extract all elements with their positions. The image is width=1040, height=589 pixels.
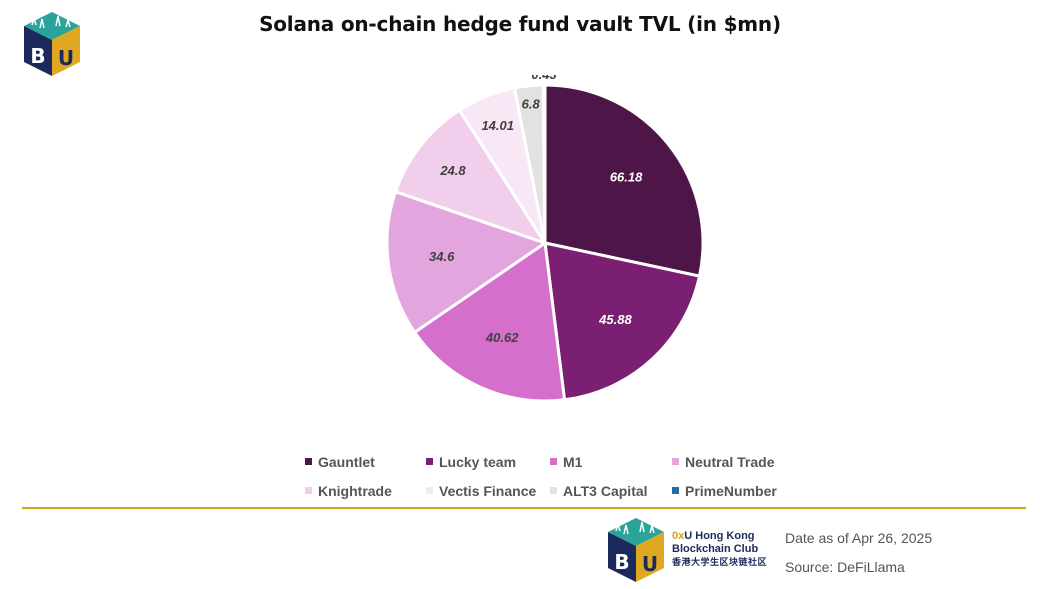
pie-chart: 66.18 45.88 40.62 34.6 24.8 14.01 6.8 0.43 [385,75,705,403]
legend-item-gauntlet: Gauntlet [305,454,426,470]
legend-swatch [426,487,433,494]
pie-slice-primenumber [541,83,547,244]
pie-slice-neutral-trade [385,189,549,335]
club-prefix: 0x [672,530,685,542]
legend-row: Knightrade Vectis Finance ALT3 Capital P… [305,476,825,505]
club-name: 0xU Hong Kong Blockchain Club 香港大学生区块链社区 [672,530,767,569]
date-note: Date as of Apr 26, 2025 [785,530,933,546]
data-label-lucky-team: 45.88 [598,312,632,327]
club-u: U [684,530,693,542]
legend-label: Vectis Finance [439,482,537,499]
legend-swatch [550,487,557,494]
pie-slice-lucky-team [543,241,702,402]
legend-item-knightrade: Knightrade [305,483,426,499]
legend-item-primenumber: PrimeNumber [672,483,812,499]
legend-label: Gauntlet [318,453,375,470]
legend-label: Neutral Trade [685,453,775,470]
club-line-3: 香港大学生区块链社区 [672,557,768,567]
club-hk: Hong Kong [692,530,755,542]
data-label-alt3-capital: 6.8 [522,97,541,112]
legend-item-vectis-finance: Vectis Finance [426,483,550,499]
pie-slice-knightrade [393,108,549,246]
legend-swatch [550,458,557,465]
data-label-primenumber: 0.43 [531,75,557,82]
legend-swatch [426,458,433,465]
chart-title: Solana on-chain hedge fund vault TVL (in… [259,12,781,36]
club-line-2: Blockchain Club [672,543,759,555]
data-label-neutral-trade: 34.6 [429,249,455,264]
legend-item-lucky-team: Lucky team [426,454,550,470]
legend-label: M1 [563,453,583,470]
legend-row: Gauntlet Lucky team M1 Neutral Trade [305,447,825,476]
footer-divider [22,507,1026,509]
legend-label: Lucky team [439,453,517,470]
legend-label: ALT3 Capital [563,482,648,499]
legend-swatch [305,458,312,465]
legend-swatch [305,487,312,494]
legend-item-m1: M1 [550,454,672,470]
hkbc-logo-icon: B U [22,10,82,78]
data-label-gauntlet: 66.18 [610,169,643,184]
legend-label: Knightrade [318,482,392,499]
logo-letter-u: U [642,552,658,576]
legend-swatch [672,458,679,465]
chart-legend: Gauntlet Lucky team M1 Neutral Trade Kni… [305,447,825,505]
logo-letter-b: B [614,550,629,574]
logo-letter-b: B [30,44,45,68]
data-label-m1: 40.62 [485,330,519,345]
data-label-knightrade: 24.8 [439,163,466,178]
logo-letter-u: U [58,46,74,70]
source-note: Source: DeFiLlama [785,559,905,575]
pie-slice-m1 [412,240,567,403]
legend-swatch [672,487,679,494]
pie-slice-gauntlet [543,83,705,278]
club-line-1: 0xU Hong Kong [672,530,767,543]
legend-label: PrimeNumber [685,482,777,499]
legend-item-neutral-trade: Neutral Trade [672,454,812,470]
legend-item-alt3-capital: ALT3 Capital [550,483,672,499]
data-label-vectis-finance: 14.01 [481,118,514,133]
hkbc-logo-icon: B U [606,516,666,584]
